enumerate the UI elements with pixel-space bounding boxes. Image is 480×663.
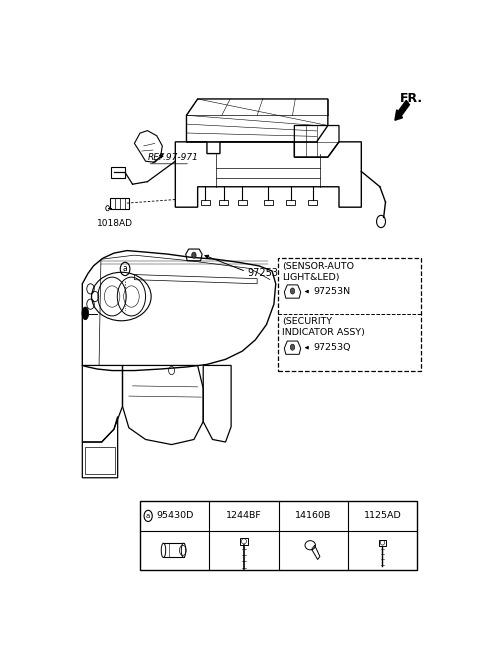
Circle shape: [290, 344, 295, 350]
Text: a: a: [146, 513, 150, 519]
Text: 97253N: 97253N: [313, 287, 350, 296]
Text: LIGHT&LED): LIGHT&LED): [282, 272, 339, 282]
Text: FR.: FR.: [399, 92, 423, 105]
Text: REF.97-971: REF.97-971: [147, 153, 198, 162]
Text: INDICATOR ASSY): INDICATOR ASSY): [282, 328, 365, 337]
Text: (SENSOR-AUTO: (SENSOR-AUTO: [282, 263, 354, 271]
Circle shape: [192, 252, 196, 258]
Ellipse shape: [181, 543, 186, 558]
Text: (SECURITY: (SECURITY: [282, 318, 332, 326]
Text: 1244BF: 1244BF: [226, 511, 262, 520]
FancyArrow shape: [395, 100, 409, 120]
Text: 1125AD: 1125AD: [364, 511, 401, 520]
Text: 97253Q: 97253Q: [313, 343, 350, 352]
Text: 95430D: 95430D: [156, 511, 193, 520]
Circle shape: [290, 288, 295, 294]
Text: 14160B: 14160B: [295, 511, 331, 520]
Ellipse shape: [82, 307, 89, 320]
Text: 97253: 97253: [247, 268, 278, 278]
Text: 1018AD: 1018AD: [97, 219, 133, 228]
Text: a: a: [123, 265, 128, 273]
Ellipse shape: [161, 543, 166, 558]
